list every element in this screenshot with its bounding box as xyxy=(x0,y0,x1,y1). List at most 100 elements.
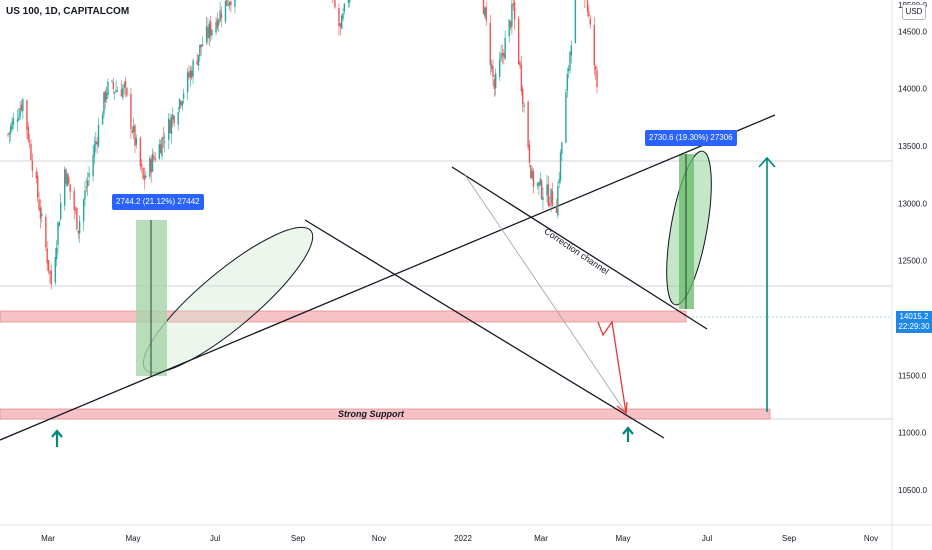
measure-box-2 xyxy=(679,154,694,309)
candle-body xyxy=(150,159,152,173)
candle-body xyxy=(123,83,125,88)
candle-body xyxy=(492,66,494,77)
candle-body xyxy=(340,15,343,29)
candle-body xyxy=(66,174,69,187)
candle-body xyxy=(162,136,165,139)
candle-body xyxy=(97,124,100,147)
x-tick-label: Nov xyxy=(864,534,878,543)
candle-body xyxy=(151,153,154,172)
candle-body xyxy=(188,73,190,77)
support-label: Strong Support xyxy=(338,409,404,419)
candle-body xyxy=(521,88,524,105)
candle-body xyxy=(45,216,47,248)
x-tick-label: Nov xyxy=(372,534,386,543)
candle-body xyxy=(182,93,185,99)
candle-body xyxy=(588,11,590,17)
candle-body xyxy=(170,117,173,134)
candle-body xyxy=(69,184,71,193)
candle-body xyxy=(50,270,52,285)
candle-body xyxy=(96,141,98,144)
candle-body xyxy=(82,199,85,222)
candle-body xyxy=(20,104,23,111)
candle-body xyxy=(103,92,105,115)
candle-body xyxy=(503,53,505,58)
candle-body xyxy=(76,207,78,230)
candle-body xyxy=(132,125,135,132)
candle-body xyxy=(557,186,559,216)
candle-body xyxy=(227,4,229,6)
candle-body xyxy=(219,10,221,22)
candle-body xyxy=(64,169,66,206)
candle-body xyxy=(539,178,541,185)
x-tick-label: Mar xyxy=(534,534,548,543)
candle-body xyxy=(105,92,108,99)
candle-body xyxy=(540,180,543,199)
candle-body xyxy=(500,53,502,60)
candle-body xyxy=(173,116,175,124)
candle-body xyxy=(589,18,591,25)
candle-body xyxy=(116,90,119,92)
last-price: 14015.2 xyxy=(899,312,929,321)
candle-body xyxy=(47,260,50,271)
candle-body xyxy=(493,79,496,90)
buy-arrow-2-head xyxy=(622,426,634,435)
candle-body xyxy=(16,119,19,122)
candle-body xyxy=(46,248,48,264)
candle-body xyxy=(180,101,182,105)
candle-body xyxy=(93,144,96,157)
currency-button[interactable]: USD xyxy=(902,4,926,20)
candle-body xyxy=(520,65,523,92)
candle-body xyxy=(567,68,570,71)
x-tick-label: May xyxy=(615,534,630,543)
candle-body xyxy=(168,118,170,140)
candle-body xyxy=(39,208,42,219)
candle-body xyxy=(172,114,174,120)
candle-body xyxy=(181,100,183,107)
candle-body xyxy=(555,208,558,214)
candle-body xyxy=(234,0,236,7)
candle-body xyxy=(538,182,540,187)
symbol-header: US 100, 1D, CAPITALCOM xyxy=(6,6,130,17)
x-tick-label: 2022 xyxy=(454,534,472,543)
candle-body xyxy=(158,144,161,159)
y-tick-label: 11000.0 xyxy=(898,429,927,438)
x-tick-label: Jul xyxy=(702,534,712,543)
y-tick-label: 13000.0 xyxy=(898,199,927,208)
buy-arrow-1-head xyxy=(51,429,63,438)
candle-body xyxy=(149,158,151,177)
candle-body xyxy=(551,190,554,207)
candle-body xyxy=(143,175,146,181)
candle-body xyxy=(65,170,67,184)
candle-body xyxy=(134,125,136,146)
uptrend-line xyxy=(0,114,776,441)
candle-body xyxy=(508,19,510,37)
candle-body xyxy=(504,37,506,60)
candle-body xyxy=(122,87,124,98)
target-arrow-head xyxy=(758,156,776,168)
candle-body xyxy=(207,27,209,38)
candle-body xyxy=(550,188,552,204)
candle-body xyxy=(12,118,15,125)
measure-label-1: 2744.2 (21.12%) 27442 xyxy=(112,194,204,210)
candle-body xyxy=(530,165,532,179)
candle-body xyxy=(84,190,86,200)
candle-body xyxy=(78,220,81,234)
candle-body xyxy=(542,196,544,200)
candle-body xyxy=(199,44,201,57)
candle-body xyxy=(8,132,11,135)
y-tick-label: 13500.0 xyxy=(898,142,927,151)
candle-body xyxy=(224,0,227,22)
candle-body xyxy=(59,202,62,220)
candle-body xyxy=(18,117,20,120)
candle-body xyxy=(594,66,597,70)
candle-body xyxy=(196,60,198,65)
projection-line xyxy=(464,174,627,414)
candle-body xyxy=(558,179,560,184)
candle-body xyxy=(569,52,571,70)
candle-body xyxy=(114,92,116,94)
candle-body xyxy=(35,171,38,179)
candle-body xyxy=(338,8,340,27)
candle-body xyxy=(7,134,9,136)
